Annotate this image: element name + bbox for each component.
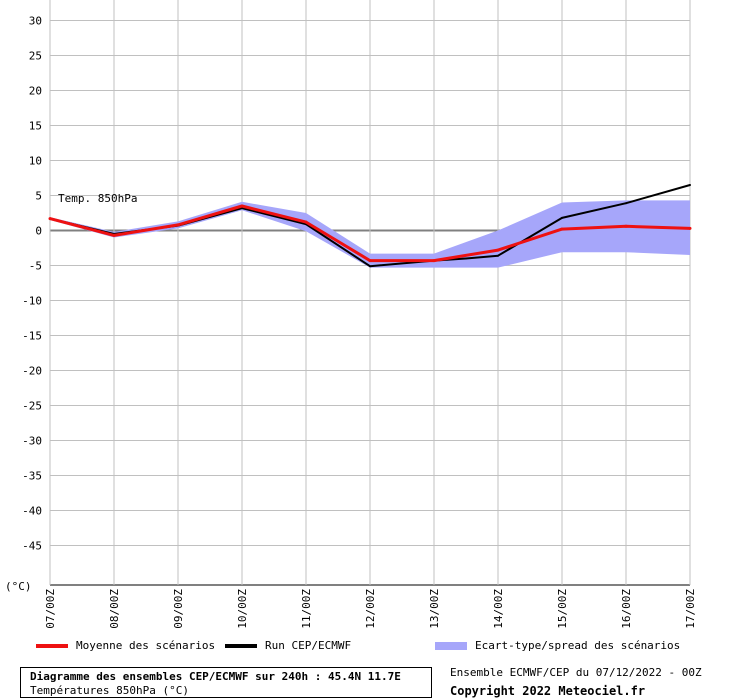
y-tick-label: -35 [22,470,42,483]
legend-item-mean: Moyenne des scénarios [36,639,215,652]
y-tick-label: -20 [22,365,42,378]
grid-lines [49,0,691,586]
y-tick-label: -40 [22,505,42,518]
x-tick-label: 11/00Z [300,589,313,629]
run-data-point [689,184,691,186]
legend-item-spread: Ecart-type/spread des scénarios [435,639,680,652]
x-tick-label: 14/00Z [492,589,505,629]
y-tick-label: 0 [35,225,42,238]
y-tick-label: -25 [22,400,42,413]
y-tick-label: -10 [22,295,42,308]
run-data-point [465,257,467,260]
x-tick-label: 10/00Z [236,589,249,629]
y-tick-label: 30 [29,15,42,28]
legend-label-spread: Ecart-type/spread des scénarios [475,639,681,652]
temp-850-annotation: Temp. 850hPa [58,192,137,205]
ensemble-chart: 30 25 20 15 10 5 0 -5 -10 -15 -20 -25 -30 -35 -40 -45 07… [5,0,697,629]
mean-data-point [112,233,116,237]
run-data-point [561,216,563,219]
x-tick-label: 09/00Z [172,589,185,629]
mean-data-point [560,227,564,231]
y-tick-label: -45 [22,540,42,553]
y-tick-label: 5 [35,190,42,203]
legend-label-run: Run CEP/ECMWF [265,639,352,652]
run-data-point [625,202,627,205]
x-tick-label: 15/00Z [556,589,569,629]
y-tick-label: 15 [29,120,42,133]
y-tick-label: 10 [29,155,42,168]
mean-swatch [36,643,68,648]
x-tick-label: 13/00Z [428,589,441,629]
mean-data-point [624,224,628,228]
run-data-point [497,254,499,257]
legend-label-mean: Moyenne des scénarios [76,639,216,652]
x-tick-label: 16/00Z [620,589,633,629]
copyright: Copyright 2022 Meteociel.fr [450,684,646,698]
title-box: Diagramme des ensembles CEP/ECMWF sur 24… [20,667,432,698]
mean-data-point [688,226,692,230]
series-lines-layer [48,184,692,268]
y-tick-label: 25 [29,50,42,63]
mean-data-point [240,204,244,208]
x-tick-label: 12/00Z [364,589,377,629]
y-axis-unit-label: (°C) [5,580,32,593]
mean-data-point [432,259,436,263]
mean-data-point [368,259,372,263]
x-tick-label: 07/00Z [44,589,57,629]
tick-labels-layer: 30 25 20 15 10 5 0 -5 -10 -15 -20 -25 -30 -35 -40 -45 07… [22,15,697,629]
x-tick-label: 08/00Z [108,589,121,629]
y-tick-label: 20 [29,85,42,98]
y-tick-label: -5 [29,260,42,273]
x-tick-label: 17/00Z [684,589,697,629]
run-info: Ensemble ECMWF/CEP du 07/12/2022 - 00Z [450,666,702,679]
run-data-point [369,265,371,268]
mean-data-point [496,248,500,252]
chart-title: Diagramme des ensembles CEP/ECMWF sur 24… [30,670,401,683]
y-tick-label: -15 [22,330,42,343]
y-tick-label: -30 [22,435,42,448]
mean-data-point [48,217,52,221]
mean-data-point [304,220,308,224]
chart-subtitle: Températures 850hPa (°C) [30,684,189,697]
spread-swatch [435,641,467,650]
mean-data-point [176,223,180,227]
legend-item-run: Run CEP/ECMWF [225,639,351,652]
run-swatch [225,643,257,648]
